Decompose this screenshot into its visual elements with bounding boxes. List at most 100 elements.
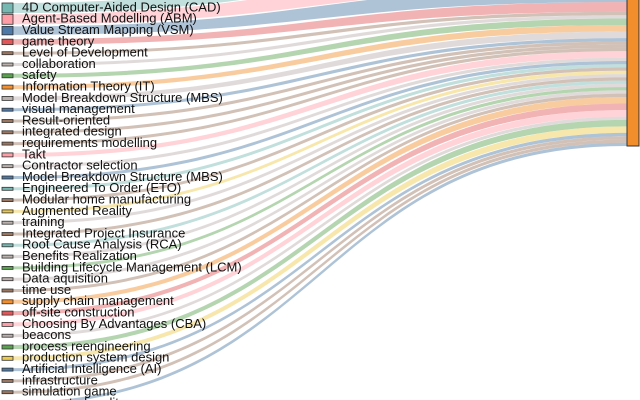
source-node-bar xyxy=(1,321,14,327)
source-node-label: time use xyxy=(22,282,71,297)
source-node-bar xyxy=(1,378,14,383)
source-node-bar xyxy=(1,333,14,338)
sankey-link xyxy=(13,70,627,213)
sankey-link xyxy=(13,119,627,349)
source-node-bar xyxy=(1,367,14,372)
source-node-bar xyxy=(1,51,14,56)
source-node-label: augmented reality xyxy=(22,395,126,400)
target-node-bar xyxy=(626,0,640,147)
source-node-label: Level of Development xyxy=(22,45,148,60)
sankey-link xyxy=(13,90,627,281)
source-node-bar xyxy=(1,310,14,316)
source-node-label: Model Breakdown Structure (MBS) xyxy=(22,90,223,105)
source-node-bar xyxy=(1,119,14,123)
sankey-link xyxy=(13,103,627,316)
sankey-link xyxy=(13,47,627,146)
source-node-label: Benefits Realization xyxy=(22,248,137,263)
source-node-bar xyxy=(1,175,14,180)
sankey-link xyxy=(13,139,627,394)
source-node-label: Value Stream Mapping (VSM) xyxy=(22,22,194,37)
source-node-label: process reengineering xyxy=(22,338,151,353)
source-node-label: beacons xyxy=(22,327,72,342)
sankey-link xyxy=(13,25,627,90)
source-node-bar xyxy=(1,277,14,282)
source-node-bar xyxy=(1,355,14,361)
sankey-link xyxy=(13,57,627,168)
source-node-label: Building Lifecycle Management (LCM) xyxy=(22,259,242,274)
source-node-label: safety xyxy=(22,67,57,82)
sankey-link xyxy=(13,126,627,361)
sankey-link xyxy=(13,44,627,134)
source-node-bar xyxy=(1,198,14,203)
sankey-link xyxy=(13,67,627,202)
sankey-link xyxy=(13,15,627,67)
source-node-label: Root Cause Analysis (RCA) xyxy=(22,237,182,252)
source-node-bar xyxy=(1,38,14,46)
sankey-link xyxy=(13,132,627,372)
sankey-links xyxy=(13,0,627,400)
sankey-link xyxy=(13,136,627,383)
source-node-bar xyxy=(1,84,14,90)
source-node-label: supply chain management xyxy=(22,293,174,308)
sankey-link xyxy=(13,41,627,123)
sankey-link xyxy=(13,87,627,270)
source-node-label: Choosing By Advantages (CBA) xyxy=(22,316,206,331)
source-node-bar xyxy=(1,390,14,395)
source-node-label: Result-oriented xyxy=(22,112,110,127)
source-node-bar xyxy=(1,107,14,112)
sankey-link xyxy=(13,0,627,35)
source-node-label: Takt xyxy=(22,146,46,161)
source-node-label: infrastructure xyxy=(22,372,98,387)
sankey-link xyxy=(13,110,627,327)
source-node-label: visual management xyxy=(22,101,135,116)
source-node-label: collaboration xyxy=(22,56,96,71)
source-node-bar xyxy=(1,243,14,248)
sankey-link xyxy=(13,18,627,78)
sankey-nodes: 4D Computer-Aided Design (CAD)Agent-Base… xyxy=(1,0,242,400)
source-node-bar xyxy=(1,2,14,14)
sankey-link xyxy=(13,31,627,101)
sankey-link xyxy=(13,11,627,55)
source-node-bar xyxy=(1,152,14,158)
sankey-link xyxy=(13,0,241,13)
source-node-label: production system design xyxy=(22,350,169,365)
source-node-label: requirements modelling xyxy=(22,135,157,150)
sankey-link xyxy=(13,96,627,304)
source-node-bar xyxy=(1,25,14,36)
source-node-label: simulation game xyxy=(22,384,117,399)
source-node-bar xyxy=(1,186,14,191)
source-node-label: training xyxy=(22,214,65,229)
source-node-label: off-site construction xyxy=(22,305,134,320)
source-node-label: Modular home manufacturing xyxy=(22,192,191,207)
source-node-bar xyxy=(1,209,14,214)
source-node-bar xyxy=(1,96,14,101)
source-node-label: 4D Computer-Aided Design (CAD) xyxy=(22,0,221,14)
sankey-link xyxy=(13,83,627,259)
source-node-bar xyxy=(1,288,14,293)
sankey-link xyxy=(13,64,627,191)
source-node-bar xyxy=(1,130,14,135)
sankey-link xyxy=(13,38,627,112)
source-node-label: Engineered To Order (ETO) xyxy=(22,180,181,195)
sankey-link xyxy=(13,2,627,45)
source-node-bar xyxy=(1,299,14,305)
source-node-label: Contractor selection xyxy=(22,158,138,173)
sankey-link xyxy=(13,60,627,179)
sankey-link xyxy=(13,51,627,157)
source-node-label: Artificial Intelligence (AI) xyxy=(22,361,161,376)
source-node-label: game theory xyxy=(22,33,95,48)
source-node-bar xyxy=(1,344,14,350)
source-node-label: integrated design xyxy=(22,124,122,139)
sankey-link xyxy=(13,77,627,236)
sankey-link xyxy=(13,116,627,338)
source-node-bar xyxy=(1,254,14,259)
source-node-bar xyxy=(1,13,14,25)
source-node-label: Data aquisition xyxy=(22,271,108,286)
source-node-label: Augmented Reality xyxy=(22,203,132,218)
source-node-label: Model Breakdown Structure (MBS) xyxy=(22,169,223,184)
sankey-link xyxy=(13,80,627,247)
source-node-label: Agent-Based Modelling (ABM) xyxy=(22,11,197,26)
source-node-bar xyxy=(1,220,14,225)
source-node-label: Information Theory (IT) xyxy=(22,79,155,94)
